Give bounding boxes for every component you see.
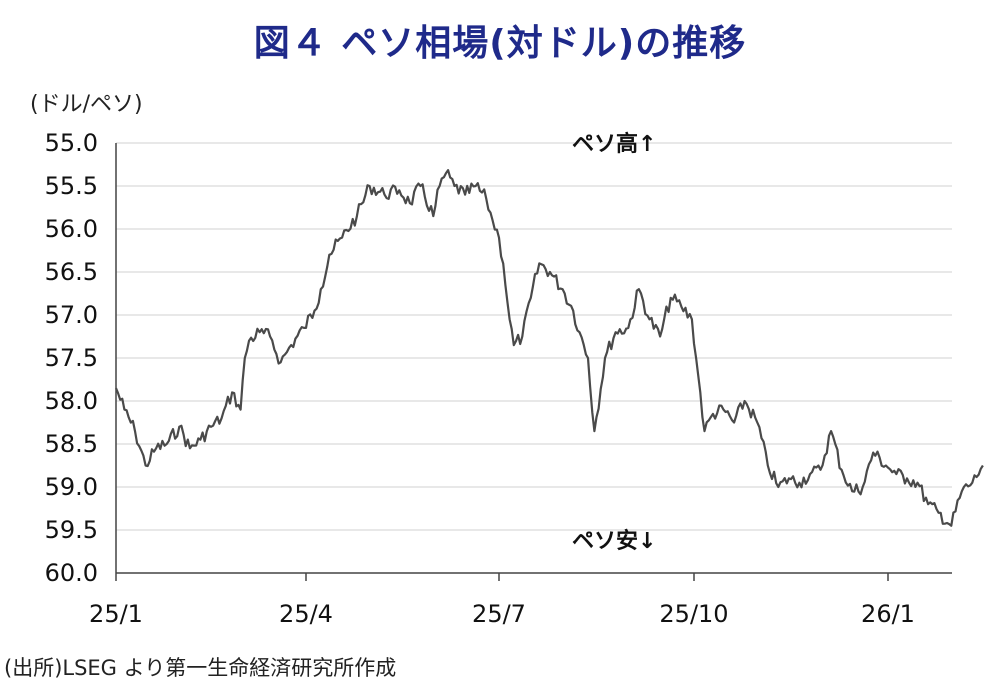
horizontal-gridlines <box>116 142 952 531</box>
x-tick-label: 25/1 <box>89 600 143 628</box>
y-tick-label: 58.5 <box>45 430 98 458</box>
y-tick-label: 59.0 <box>45 473 98 501</box>
y-tick-label: 55.0 <box>45 129 98 157</box>
x-tick-label: 25/7 <box>472 600 526 628</box>
source-note: (出所)LSEG より第一生命経済研究所作成 <box>4 656 397 680</box>
y-tick-labels: 55.0 55.5 56.0 56.5 57.0 57.5 58.0 58.5 59.0 59.5… <box>45 129 98 587</box>
y-tick-label: 56.5 <box>45 258 98 286</box>
y-axis-unit-label: (ドル/ペソ) <box>30 92 143 117</box>
y-tick-label: 56.0 <box>45 215 98 243</box>
x-tick-label: 25/10 <box>659 600 728 628</box>
chart-title: 図４ ペソ相場(対ドル)の推移 <box>253 23 747 64</box>
y-tick-label: 58.0 <box>45 387 98 415</box>
y-tick-label: 59.5 <box>45 516 98 544</box>
x-tick-label: 25/4 <box>279 600 333 628</box>
series-line <box>114 169 984 527</box>
y-tick-label: 57.5 <box>45 344 98 372</box>
x-tick-labels: 25/1 25/4 25/7 25/10 26/1 <box>89 600 915 628</box>
annotation-peso-strong: ペソ高↑ <box>572 131 656 157</box>
y-tick-label: 55.5 <box>45 172 98 200</box>
y-tick-label: 57.0 <box>45 301 98 329</box>
x-tick-label: 26/1 <box>861 600 915 628</box>
annotation-peso-weak: ペソ安↓ <box>572 528 656 554</box>
y-tick-label: 60.0 <box>45 559 98 587</box>
chart-axes <box>115 143 952 581</box>
